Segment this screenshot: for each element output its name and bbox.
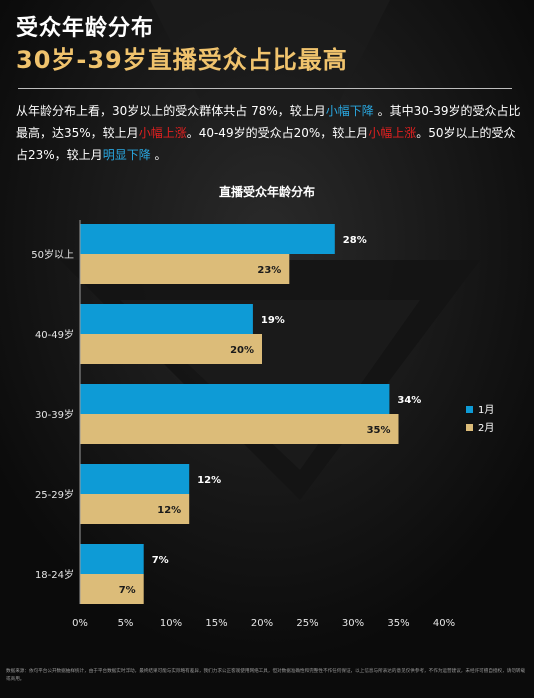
legend-label: 2月 — [478, 422, 494, 434]
category-label: 30-39岁 — [35, 408, 74, 421]
x-tick-label: 20% — [251, 618, 273, 629]
description-text: 从年龄分布上看，30岁以上的受众群体共占 78%，较上月 — [16, 104, 326, 118]
description-text: 。40-49岁的受众占20%，较上月 — [186, 126, 369, 140]
title-divider — [18, 88, 512, 89]
page-title: 受众年龄分布 — [16, 16, 155, 41]
bar-series2 — [80, 414, 399, 444]
highlight-decrease: 小幅下降 — [325, 104, 374, 118]
bar-series2 — [80, 574, 144, 604]
highlight-increase: 小幅上涨 — [138, 126, 187, 140]
legend-swatch — [466, 406, 473, 413]
data-label: 12% — [157, 505, 181, 516]
data-label: 35% — [367, 425, 391, 436]
description-text: 。 — [150, 148, 167, 162]
category-label: 40-49岁 — [35, 328, 74, 341]
footer-note: 数据来源：依句平台公开数据抽样统计，由于平台数据实时浮动，最终结果可能与实际略有… — [6, 669, 526, 682]
description-paragraph: 从年龄分布上看，30岁以上的受众群体共占 78%，较上月小幅下降 。其中30-3… — [16, 100, 522, 166]
bar-series1 — [80, 384, 390, 414]
category-label: 18-24岁 — [35, 568, 74, 581]
bar-series1 — [80, 224, 335, 254]
x-tick-label: 0% — [72, 618, 88, 629]
bar-series1 — [80, 544, 144, 574]
bar-series2 — [80, 254, 290, 284]
data-label: 34% — [397, 395, 421, 406]
description-text: 。其中30-39岁的受众占比最高，达35%，较上月 — [16, 104, 521, 140]
category-label: 50岁以上 — [31, 248, 74, 261]
data-label: 20% — [230, 345, 254, 356]
highlight-decrease: 明显下降 — [102, 148, 151, 162]
category-label: 25-29岁 — [35, 488, 74, 501]
x-tick-label: 15% — [205, 618, 227, 629]
data-label: 12% — [197, 475, 221, 486]
x-tick-label: 35% — [387, 618, 409, 629]
x-tick-label: 40% — [433, 618, 455, 629]
age-bar-chart: 直播受众年龄分布 28% 23% 19% 20% 34% 35% 12% 12% 7% 7% 0%… — [31, 184, 494, 629]
bar-series2 — [80, 334, 262, 364]
bar-series1 — [80, 464, 190, 494]
bar-series1 — [80, 304, 253, 334]
data-label: 23% — [257, 265, 281, 276]
chart-title: 直播受众年龄分布 — [219, 184, 315, 199]
legend-swatch — [466, 424, 473, 431]
page-subtitle: 30岁-39岁直播受众占比最高 — [16, 46, 348, 74]
description-text: 。50岁以上的受众占23%，较上月 — [16, 126, 516, 162]
legend-label: 1月 — [478, 404, 494, 416]
data-label: 28% — [343, 235, 367, 246]
data-label: 7% — [119, 585, 136, 596]
x-tick-label: 10% — [160, 618, 182, 629]
x-tick-label: 5% — [118, 618, 134, 629]
data-label: 19% — [261, 315, 285, 326]
data-label: 7% — [152, 555, 169, 566]
x-tick-label: 25% — [296, 618, 318, 629]
x-tick-label: 30% — [342, 618, 364, 629]
highlight-increase: 小幅上涨 — [368, 126, 417, 140]
bar-series2 — [80, 494, 190, 524]
